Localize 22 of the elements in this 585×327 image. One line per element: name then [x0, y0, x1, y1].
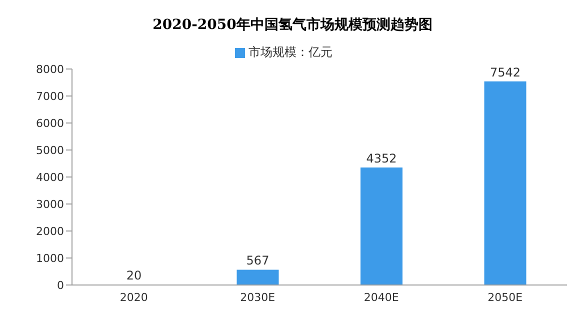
x-tick-label: 2040E: [364, 290, 399, 304]
y-tick-label: 1000: [36, 252, 64, 265]
y-tick-label: 5000: [36, 144, 64, 157]
chart-title: 2020-2050年中国氢气市场规模预测趋势图: [152, 16, 434, 35]
y-tick-label: 7000: [36, 90, 64, 103]
legend-label: 市场规模：亿元: [248, 45, 332, 59]
y-tick-label: 3000: [36, 198, 64, 211]
x-tick-label: 2050E: [488, 290, 523, 304]
bar: [484, 81, 526, 285]
x-tick-label: 2020: [120, 290, 148, 304]
data-label: 4352: [366, 151, 397, 166]
y-tick-label: 0: [57, 278, 64, 292]
data-label: 567: [246, 254, 270, 268]
y-tick-label: 2000: [36, 224, 64, 238]
data-label: 7542: [490, 65, 521, 80]
bar: [236, 270, 279, 285]
x-tick-label: 2030E: [240, 290, 276, 304]
bar: [360, 167, 402, 285]
y-tick-label: 8000: [36, 62, 64, 76]
y-tick-label: 6000: [36, 116, 64, 130]
y-tick-label: 4000: [36, 170, 64, 184]
data-label: 20: [126, 268, 142, 282]
